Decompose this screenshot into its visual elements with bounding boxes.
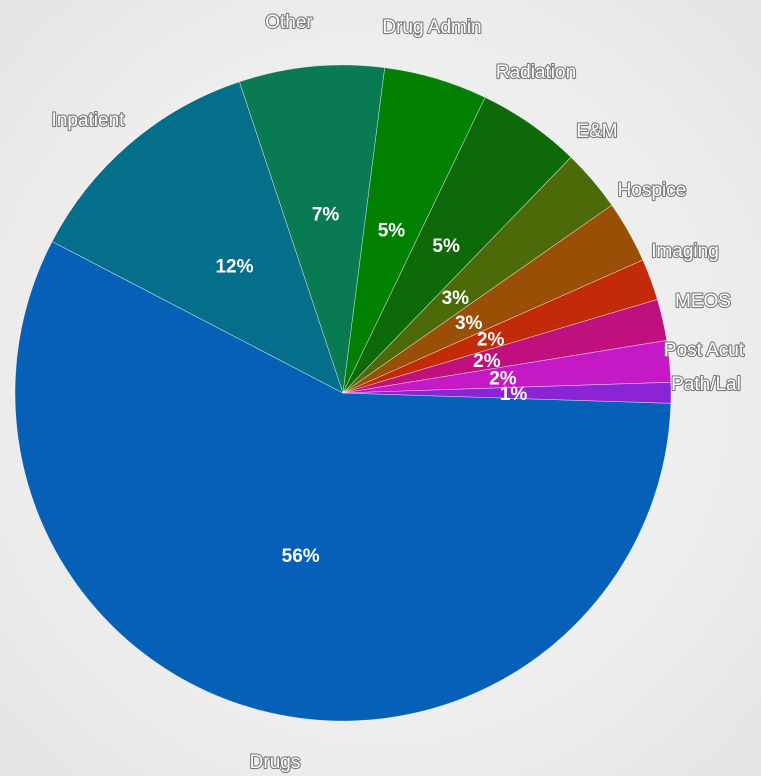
percent-label: 3% bbox=[442, 288, 470, 309]
percent-label: 2% bbox=[477, 330, 505, 351]
category-label: MEOS bbox=[675, 291, 731, 312]
percent-label: 12% bbox=[215, 257, 253, 278]
category-label: Path/Lal bbox=[671, 374, 741, 395]
percent-label: 5% bbox=[378, 220, 406, 241]
category-label: Radiation bbox=[496, 62, 576, 83]
percent-label: 2% bbox=[473, 351, 501, 372]
category-labels: Drugs Inpatient Other Drug Admin Radiation E&… bbox=[50, 11, 746, 774]
pie-slices bbox=[14, 64, 672, 722]
category-label: E&M bbox=[576, 121, 617, 142]
percent-label: 5% bbox=[432, 236, 460, 257]
percent-label: 1% bbox=[500, 384, 528, 405]
category-label: Inpatient bbox=[52, 110, 126, 131]
category-label: Post Acut bbox=[664, 340, 745, 361]
category-label: Imaging bbox=[651, 241, 719, 262]
pie-slice-path-lal bbox=[342, 381, 672, 404]
percent-labels: 56%12%7%5%5%3%3%2%2%2%1% bbox=[215, 204, 527, 566]
pie-slice-other bbox=[239, 64, 386, 394]
percent-label: 3% bbox=[455, 313, 483, 334]
pie-slice-inpatient bbox=[51, 81, 344, 394]
percent-label: 2% bbox=[489, 368, 517, 389]
category-label: Drug Admin bbox=[382, 17, 481, 38]
category-label: Hospice bbox=[618, 180, 687, 201]
percent-label: 56% bbox=[282, 546, 320, 567]
category-label: Other bbox=[265, 12, 313, 33]
pie-slice-drugs bbox=[14, 241, 672, 722]
category-label: Drugs bbox=[250, 752, 301, 773]
percent-label: 7% bbox=[312, 204, 340, 225]
